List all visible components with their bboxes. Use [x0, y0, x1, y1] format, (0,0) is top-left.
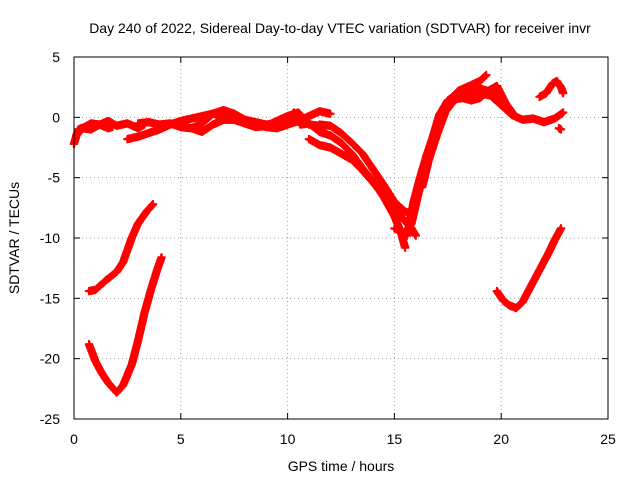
- y-tick-label: -25: [40, 411, 60, 427]
- series-track-n: [554, 123, 566, 134]
- y-axis-label: SDTVAR / TECUs: [6, 182, 22, 294]
- data-point-markers: [432, 81, 519, 134]
- x-axis-label: GPS time / hours: [288, 458, 395, 474]
- series-track-q: [492, 224, 566, 313]
- tick-labels: 0 5 10 15 20 25 -25 -20 -15 -10 -5 0 5: [40, 49, 616, 447]
- data-point-markers: [84, 253, 166, 397]
- y-tick-label: -20: [40, 351, 60, 367]
- series-track-j: [402, 84, 512, 240]
- data-point-markers: [402, 84, 512, 240]
- x-tick-label: 0: [70, 431, 78, 447]
- data-point-markers: [492, 224, 566, 313]
- x-tick-label: 5: [177, 431, 185, 447]
- series-track-h: [315, 120, 416, 219]
- x-tick-label: 25: [600, 431, 616, 447]
- data-series: [69, 70, 568, 397]
- x-tick-label: 10: [280, 431, 296, 447]
- data-point-markers: [535, 76, 568, 102]
- series-track-b: [71, 120, 117, 140]
- y-tick-label: 0: [52, 109, 60, 125]
- series-track-l: [432, 81, 519, 134]
- y-tick-label: 5: [52, 49, 60, 65]
- series-track-p: [84, 253, 166, 397]
- plot-frame: [73, 56, 609, 420]
- data-point-markers: [84, 199, 158, 296]
- series-track-m: [535, 76, 568, 102]
- data-point-markers: [315, 120, 416, 219]
- y-tick-label: -15: [40, 290, 60, 306]
- x-tick-label: 20: [493, 431, 509, 447]
- x-tick-label: 15: [387, 431, 403, 447]
- series-track-o: [84, 199, 158, 296]
- y-tick-label: -10: [40, 230, 60, 246]
- chart-title: Day 240 of 2022, Sidereal Day-to-day VTE…: [89, 20, 591, 36]
- grid: [74, 57, 608, 419]
- data-point-markers: [554, 123, 566, 134]
- data-point-markers: [71, 120, 117, 140]
- y-tick-label: -5: [48, 170, 61, 186]
